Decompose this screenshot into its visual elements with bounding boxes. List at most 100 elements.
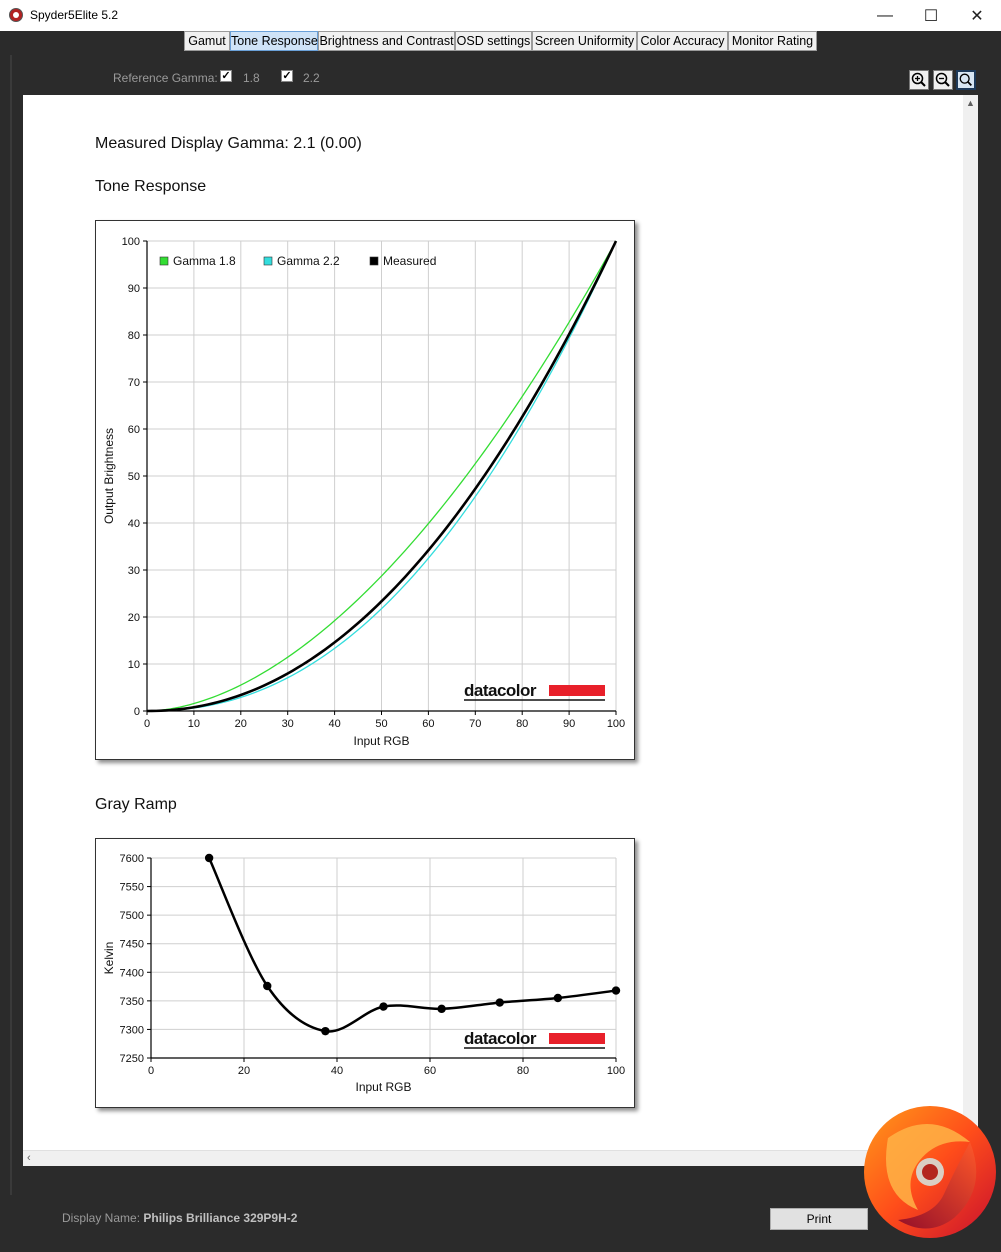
gray-ramp-line bbox=[207, 857, 617, 1033]
print-button[interactable]: Print bbox=[770, 1208, 868, 1230]
display-name-value: Philips Brilliance 329P9H-2 bbox=[143, 1211, 298, 1225]
scroll-thumb[interactable] bbox=[965, 109, 976, 1129]
spyder-app-icon bbox=[9, 8, 23, 22]
tab-brightness-contrast[interactable]: Brightness and Contrast bbox=[318, 31, 455, 51]
title-bar: Spyder5Elite 5.2 — ☐ ✕ bbox=[0, 0, 1001, 31]
gamma-1-8-checkbox[interactable]: ✓ bbox=[220, 70, 232, 82]
y-tick-label: 7350 bbox=[120, 996, 144, 1008]
gray-ramp-chart: 0 20 40 60 80 100 7250 7300 7350 7400 7450 7500 7550… bbox=[95, 838, 635, 1108]
gray-ramp-point bbox=[495, 998, 504, 1007]
y-tick-label: 7600 bbox=[120, 853, 144, 865]
measured-gamma-text: Measured Display Gamma: 2.1 (0.00) bbox=[95, 135, 362, 152]
series-line-0 bbox=[146, 240, 617, 712]
zoom-out-icon bbox=[935, 72, 950, 87]
legend-swatch-0 bbox=[159, 256, 169, 266]
gray-ramp-point bbox=[553, 993, 563, 1003]
x-tick-label: 40 bbox=[328, 718, 340, 730]
y-axis-label: Kelvin bbox=[102, 942, 116, 975]
tab-tone-response[interactable]: Tone Response bbox=[230, 31, 318, 51]
y-tick-label: 7500 bbox=[120, 910, 144, 922]
y-tick-label: 30 bbox=[128, 565, 140, 577]
vertical-scrollbar[interactable]: ▲ bbox=[963, 95, 978, 1150]
y-tick-label: 7400 bbox=[120, 967, 144, 979]
site-logo-icon bbox=[864, 1106, 996, 1238]
legend-label-1: Gamma 2.2 bbox=[277, 254, 340, 268]
series-line-2 bbox=[146, 240, 618, 713]
tab-color-accuracy[interactable]: Color Accuracy bbox=[637, 31, 728, 51]
y-tick-label: 7550 bbox=[120, 882, 144, 894]
y-tick-label: 20 bbox=[128, 612, 140, 624]
zoom-fit-button[interactable] bbox=[956, 70, 976, 90]
legend-label-2: Measured bbox=[383, 254, 436, 268]
tab-osd-settings[interactable]: OSD settings bbox=[455, 31, 532, 51]
gray-ramp-point bbox=[611, 986, 621, 995]
datacolor-brand-bar bbox=[549, 685, 605, 696]
display-name-label: Display Name: Philips Brilliance 329P9H-… bbox=[62, 1211, 298, 1225]
tab-screen-uniformity[interactable]: Screen Uniformity bbox=[532, 31, 637, 51]
zoom-out-button[interactable] bbox=[933, 70, 953, 90]
datacolor-brand: datacolor bbox=[464, 1029, 537, 1048]
gray-ramp-heading: Gray Ramp bbox=[95, 796, 177, 813]
x-tick-label: 60 bbox=[422, 718, 434, 730]
x-tick-label: 100 bbox=[607, 718, 625, 730]
zoom-in-button[interactable] bbox=[909, 70, 929, 90]
x-tick-label: 100 bbox=[607, 1065, 625, 1077]
x-tick-label: 0 bbox=[148, 1065, 154, 1077]
tone-response-chart: 0 10 20 30 40 50 60 70 80 90 100 0 10 20 30 40 50 60 70 80 9… bbox=[95, 220, 635, 760]
zoom-fit-icon bbox=[959, 73, 972, 86]
y-tick-label: 80 bbox=[128, 330, 140, 342]
gray-ramp-point bbox=[437, 1004, 446, 1014]
gamma-2-2-label: 2.2 bbox=[303, 71, 320, 85]
y-tick-label: 90 bbox=[128, 283, 140, 295]
tone-response-heading: Tone Response bbox=[95, 178, 207, 195]
y-tick-label: 70 bbox=[128, 377, 140, 389]
scroll-left-icon[interactable]: ‹ bbox=[27, 1152, 31, 1164]
gray-ramp-point bbox=[379, 1002, 388, 1011]
gamma-2-2-checkbox[interactable]: ✓ bbox=[281, 70, 293, 82]
gamma-1-8-label: 1.8 bbox=[243, 71, 260, 85]
datacolor-brand-bar bbox=[549, 1033, 605, 1044]
gray-ramp-point bbox=[321, 1026, 330, 1036]
x-tick-label: 20 bbox=[238, 1065, 250, 1077]
tone-response-svg: 0 10 20 30 40 50 60 70 80 90 100 0 10 20 30 40 50 60 70 80 9… bbox=[102, 236, 625, 748]
zoom-in-icon bbox=[911, 72, 926, 87]
x-tick-label: 0 bbox=[144, 718, 150, 730]
y-tick-label: 50 bbox=[128, 471, 140, 483]
x-tick-label: 80 bbox=[517, 1065, 529, 1077]
y-tick-label: 10 bbox=[128, 659, 140, 671]
legend-swatch-1 bbox=[263, 256, 273, 266]
x-tick-label: 20 bbox=[235, 718, 247, 730]
series-line-1 bbox=[146, 240, 617, 712]
y-tick-label: 0 bbox=[134, 706, 140, 718]
tab-gamut[interactable]: Gamut bbox=[184, 31, 230, 51]
gray-ramp-point bbox=[263, 981, 272, 991]
horizontal-scrollbar[interactable]: ‹ bbox=[23, 1150, 963, 1166]
gray-ramp-svg: 0 20 40 60 80 100 7250 7300 7350 7400 7450 7500 7550… bbox=[102, 853, 625, 1094]
left-divider bbox=[10, 55, 12, 1195]
toolbar bbox=[0, 53, 1001, 95]
y-tick-label: 7250 bbox=[120, 1053, 144, 1065]
y-tick-label: 7450 bbox=[120, 939, 144, 951]
tab-monitor-rating[interactable]: Monitor Rating bbox=[728, 31, 817, 51]
scroll-up-icon[interactable]: ▲ bbox=[966, 98, 975, 108]
x-tick-label: 10 bbox=[188, 718, 200, 730]
x-tick-label: 80 bbox=[516, 718, 528, 730]
y-tick-label: 60 bbox=[128, 424, 140, 436]
x-tick-label: 40 bbox=[331, 1065, 343, 1077]
close-button[interactable]: ✕ bbox=[970, 7, 984, 25]
datacolor-brand: datacolor bbox=[464, 681, 537, 700]
minimize-button[interactable]: — bbox=[877, 6, 893, 24]
x-tick-label: 90 bbox=[563, 718, 575, 730]
x-tick-label: 60 bbox=[424, 1065, 436, 1077]
x-axis-label: Input RGB bbox=[353, 734, 409, 748]
legend-label-0: Gamma 1.8 bbox=[173, 254, 236, 268]
legend-swatch-2 bbox=[369, 256, 379, 266]
y-tick-label: 100 bbox=[122, 236, 140, 248]
reference-gamma-label: Reference Gamma: bbox=[113, 71, 218, 85]
x-tick-label: 50 bbox=[375, 718, 387, 730]
y-axis-label: Output Brightness bbox=[102, 428, 116, 524]
x-tick-label: 30 bbox=[282, 718, 294, 730]
maximize-button[interactable]: ☐ bbox=[923, 7, 939, 25]
window-title: Spyder5Elite 5.2 bbox=[30, 8, 119, 22]
x-axis-label: Input RGB bbox=[355, 1080, 411, 1094]
